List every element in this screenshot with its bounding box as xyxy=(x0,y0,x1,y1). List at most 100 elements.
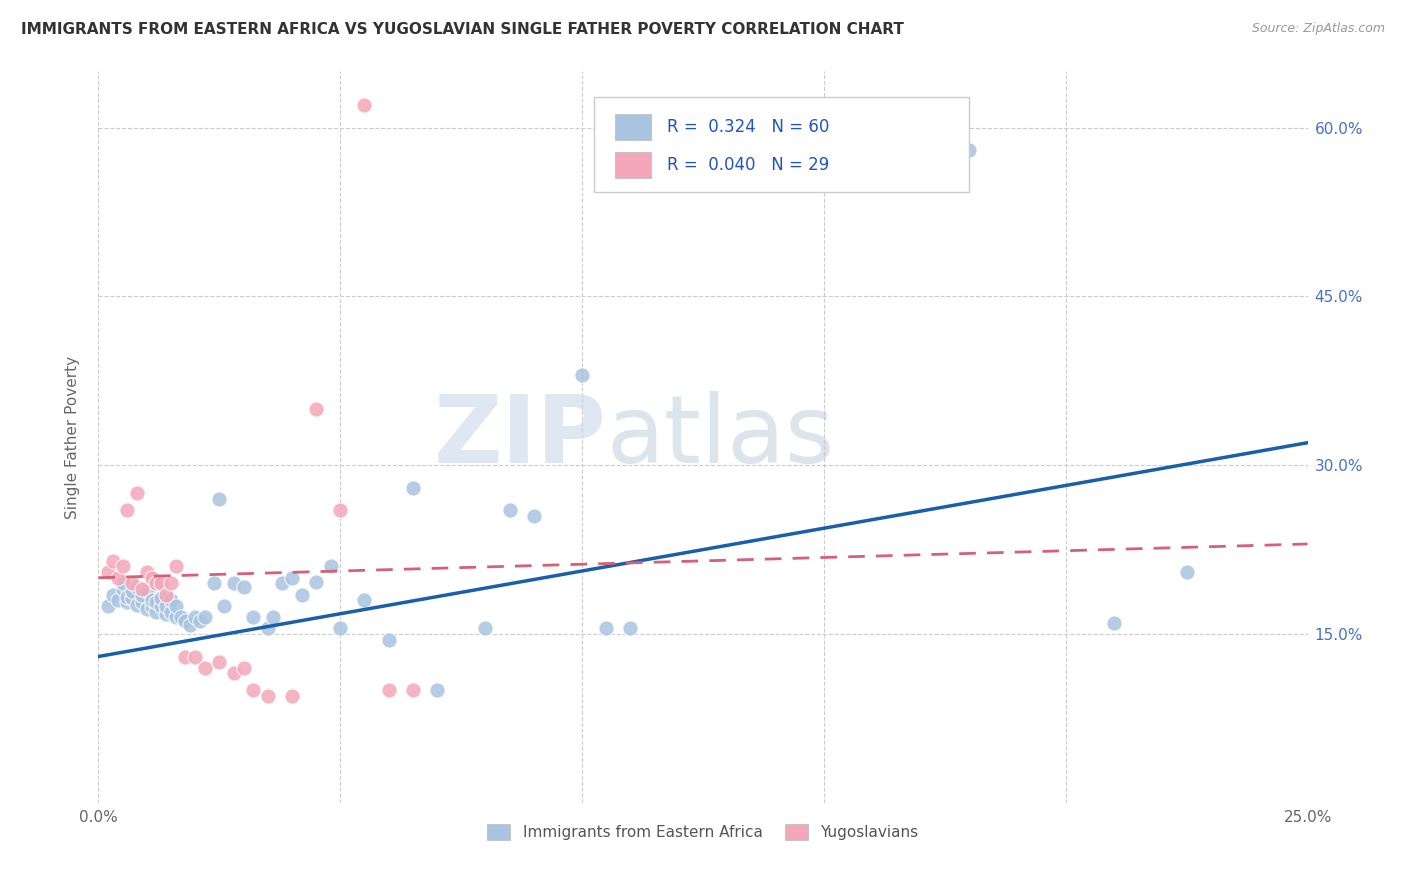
Point xyxy=(155,599,177,613)
Point xyxy=(184,610,207,624)
Text: R =  0.324   N = 60: R = 0.324 N = 60 xyxy=(666,118,830,136)
Text: R =  0.040   N = 29: R = 0.040 N = 29 xyxy=(666,156,830,174)
Text: IMMIGRANTS FROM EASTERN AFRICA VS YUGOSLAVIAN SINGLE FATHER POVERTY CORRELATION : IMMIGRANTS FROM EASTERN AFRICA VS YUGOSL… xyxy=(21,22,904,37)
Point xyxy=(305,401,328,416)
Point xyxy=(141,599,163,613)
Point xyxy=(131,595,153,609)
Point xyxy=(135,584,157,599)
Point xyxy=(165,610,187,624)
Point xyxy=(111,559,134,574)
Point xyxy=(169,610,191,624)
Point xyxy=(101,554,124,568)
Point xyxy=(571,368,593,383)
Point xyxy=(97,565,120,579)
Point xyxy=(402,683,425,698)
Point xyxy=(426,683,449,698)
Point xyxy=(1102,615,1125,630)
Point xyxy=(155,588,177,602)
Legend: Immigrants from Eastern Africa, Yugoslavians: Immigrants from Eastern Africa, Yugoslav… xyxy=(481,818,925,847)
Point xyxy=(135,602,157,616)
Point xyxy=(498,503,520,517)
Point xyxy=(305,575,328,590)
Point xyxy=(256,621,278,635)
Point xyxy=(117,503,139,517)
Point xyxy=(281,689,304,703)
Point xyxy=(174,649,197,664)
Point xyxy=(107,593,129,607)
Point xyxy=(619,621,641,635)
Point xyxy=(208,491,231,506)
Point xyxy=(329,503,352,517)
Point xyxy=(595,621,617,635)
Point xyxy=(222,666,245,681)
Point xyxy=(271,576,294,591)
Point xyxy=(107,571,129,585)
Point xyxy=(160,576,183,591)
Point xyxy=(127,580,149,594)
Point xyxy=(121,591,143,605)
Point xyxy=(135,565,157,579)
Point xyxy=(319,559,342,574)
FancyBboxPatch shape xyxy=(595,97,969,192)
Point xyxy=(145,576,167,591)
Text: ZIP: ZIP xyxy=(433,391,606,483)
Point xyxy=(256,689,278,703)
Point xyxy=(121,584,143,599)
Bar xyxy=(614,152,651,178)
Point xyxy=(117,590,139,604)
Point xyxy=(165,599,187,613)
Point xyxy=(957,143,980,157)
Point xyxy=(150,599,173,613)
Point xyxy=(131,582,153,596)
Point xyxy=(353,593,375,607)
Point xyxy=(194,610,217,624)
Point xyxy=(141,571,163,585)
Point xyxy=(145,605,167,619)
Point xyxy=(377,683,399,698)
Point xyxy=(194,661,217,675)
Point xyxy=(281,571,304,585)
Text: Source: ZipAtlas.com: Source: ZipAtlas.com xyxy=(1251,22,1385,36)
Point xyxy=(1175,565,1198,579)
Point xyxy=(329,621,352,635)
Point xyxy=(121,576,143,591)
Point xyxy=(242,610,264,624)
Point xyxy=(155,607,177,621)
Point xyxy=(127,598,149,612)
Point xyxy=(117,595,139,609)
Point xyxy=(111,582,134,596)
Point xyxy=(242,683,264,698)
Point xyxy=(188,614,211,628)
Point xyxy=(101,588,124,602)
Point xyxy=(97,599,120,613)
Point xyxy=(131,588,153,602)
Point xyxy=(523,508,546,523)
Point xyxy=(262,610,284,624)
Point xyxy=(160,605,183,619)
Point xyxy=(377,632,399,647)
Point xyxy=(127,486,149,500)
Point xyxy=(165,559,187,574)
Point xyxy=(179,618,201,632)
Text: atlas: atlas xyxy=(606,391,835,483)
Point xyxy=(222,576,245,591)
Point xyxy=(212,599,235,613)
Point xyxy=(160,593,183,607)
Y-axis label: Single Father Poverty: Single Father Poverty xyxy=(65,356,80,518)
Point xyxy=(184,649,207,664)
Point xyxy=(474,621,496,635)
Point xyxy=(208,655,231,669)
Point xyxy=(232,661,254,675)
Point xyxy=(145,595,167,609)
Point xyxy=(150,591,173,605)
Point xyxy=(111,576,134,591)
Point xyxy=(141,593,163,607)
Point xyxy=(150,576,173,591)
Point xyxy=(402,481,425,495)
Point xyxy=(204,576,226,591)
Point xyxy=(174,614,197,628)
Point xyxy=(353,98,375,112)
Point xyxy=(290,588,312,602)
Bar xyxy=(614,114,651,140)
Point xyxy=(232,580,254,594)
